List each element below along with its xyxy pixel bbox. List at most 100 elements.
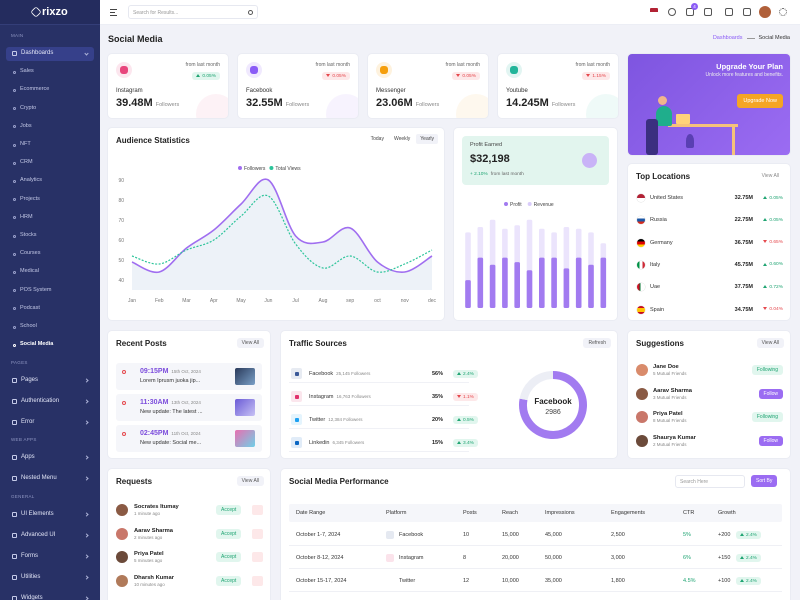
traffic-row-bg — [289, 365, 469, 383]
sidebar-item[interactable]: Error — [21, 418, 35, 425]
sidebar-subitem[interactable]: Projects — [20, 195, 40, 202]
sidebar-subitem[interactable]: Crypto — [20, 104, 37, 111]
action-button[interactable]: View All — [761, 173, 779, 179]
breadcrumb-current: Social Media — [758, 35, 791, 41]
suggestion-mutual: 8 Mutual Friends — [653, 418, 687, 423]
bullet — [13, 125, 16, 129]
avatar — [636, 364, 648, 376]
stat-value: 14.245M — [506, 97, 549, 109]
accept-button[interactable]: Accept — [216, 528, 242, 539]
sidebar-subitem[interactable]: Sales — [20, 68, 34, 75]
sidebar-subitem[interactable]: School — [20, 323, 37, 329]
sidebar-heading: PAGES — [11, 359, 28, 365]
sidebar-subitem[interactable]: Ecommerce — [20, 86, 50, 93]
table-cell: +150 — [718, 555, 731, 561]
illustration-plant — [686, 134, 694, 148]
platform-glyph — [380, 66, 388, 74]
menu-icon — [12, 532, 17, 538]
sidebar-subitem[interactable]: Social Media — [20, 341, 54, 348]
card-deco — [456, 94, 488, 118]
profit-value: $32,198 — [470, 153, 510, 165]
y-tick-label: 90 — [118, 178, 124, 184]
sidebar-subitem[interactable]: Stocks — [20, 232, 37, 238]
platform-icon — [386, 530, 394, 539]
sidebar-item[interactable]: Advanced UI — [21, 531, 56, 538]
source-share: 15% — [431, 439, 443, 446]
accept-button[interactable]: Accept — [216, 575, 242, 586]
sidebar-subitem[interactable]: Analytics — [20, 177, 43, 184]
action-button[interactable]: View All — [756, 338, 784, 348]
flag — [637, 194, 645, 202]
sidebar-item[interactable]: Forms — [21, 552, 38, 559]
tab[interactable]: Weekly — [393, 136, 411, 142]
y-tick-label: 60 — [118, 238, 124, 244]
follow-button[interactable]: Following — [751, 365, 783, 375]
chevron — [84, 399, 89, 404]
x-tick-label: Jan — [128, 298, 136, 304]
series-area — [132, 179, 432, 290]
action-button[interactable]: View All — [236, 476, 264, 486]
accept-button[interactable]: Accept — [216, 505, 242, 515]
sidebar-subitem[interactable]: Courses — [20, 250, 41, 257]
breadcrumb-link[interactable]: Dashboards — [712, 35, 743, 41]
legend-label: Total Views — [275, 166, 301, 172]
delete-button[interactable] — [252, 505, 263, 515]
sort-button[interactable]: Sort By — [751, 475, 778, 487]
follow-button[interactable]: Follow — [758, 435, 783, 446]
delete-button[interactable] — [252, 528, 263, 539]
source-line: Instagram 16,763 Followers — [309, 394, 371, 400]
accept-button[interactable]: Accept — [216, 552, 242, 562]
table-cell: 10,000 — [502, 578, 519, 584]
request-time: 5 minutes ago — [134, 558, 163, 563]
source-share: 35% — [431, 393, 443, 400]
table-cell: 2,500 — [611, 532, 625, 538]
sidebar-item[interactable]: UI Elements — [21, 510, 54, 517]
table-cell: 1,800 — [611, 578, 625, 584]
row-separator — [289, 545, 782, 546]
follow-button[interactable]: Follow — [758, 388, 783, 399]
stat-card: from last month 0.05% Messenger 23.06M Follo… — [368, 54, 488, 118]
sidebar-subitem[interactable]: HRM — [20, 213, 33, 220]
delete-button[interactable] — [252, 575, 263, 586]
table-cell: 12 — [463, 578, 470, 584]
stat-unit: Followers — [285, 102, 310, 108]
search-placeholder: Search Here — [680, 479, 709, 485]
row-separator — [289, 568, 782, 569]
sidebar-subitem[interactable]: Podcast — [20, 304, 40, 311]
sidebar-item[interactable]: Apps — [21, 454, 35, 461]
bar — [526, 270, 533, 308]
sidebar-subitem[interactable]: NFT — [20, 141, 31, 147]
sidebar-subitem[interactable]: Medical — [20, 268, 39, 275]
tab[interactable]: Yearly — [416, 134, 438, 144]
sidebar-subitem[interactable]: CRM — [20, 159, 33, 166]
sidebar-item[interactable]: Pages — [21, 376, 39, 383]
sidebar-item[interactable]: Widgets — [21, 594, 43, 600]
action-button[interactable]: View All — [236, 338, 264, 348]
sidebar-item[interactable]: Utilities — [21, 573, 41, 580]
sidebar-item[interactable]: Nested Menu — [21, 475, 57, 482]
stat-platform: Messenger — [376, 88, 406, 94]
search-box[interactable]: Search for Results... — [128, 5, 258, 19]
sidebar-item[interactable]: Dashboards — [21, 50, 54, 56]
menu-icon — [12, 476, 17, 482]
post-date: 13th Oct, 2024 — [171, 400, 201, 405]
location-change: 0.05% — [763, 196, 783, 202]
bullet — [13, 234, 16, 238]
search-input[interactable]: Search Here — [675, 475, 745, 488]
bullet — [13, 107, 16, 111]
card-title: Requests — [116, 477, 153, 486]
delete-button[interactable] — [252, 552, 263, 562]
source-followers: 25,145 Followers — [336, 371, 371, 376]
follow-button[interactable]: Following — [751, 412, 783, 422]
stat-line: 32.55M Followers — [246, 97, 309, 109]
sidebar-subitem[interactable]: POS System — [20, 286, 52, 293]
tab[interactable]: Today — [370, 136, 384, 142]
settings-icon — [779, 8, 787, 16]
upgrade-button[interactable]: Upgrade Now — [737, 94, 783, 108]
sidebar-subitem[interactable]: Jobs — [20, 122, 32, 129]
stat-card: from last month 1.15% Youtube 14.245M Follow… — [498, 54, 618, 118]
x-tick-label: Aug — [318, 298, 327, 304]
chart: Facebook 2986 — [519, 371, 587, 439]
sidebar-item[interactable]: Authentication — [21, 397, 60, 404]
action-button[interactable]: Refresh — [583, 338, 611, 348]
